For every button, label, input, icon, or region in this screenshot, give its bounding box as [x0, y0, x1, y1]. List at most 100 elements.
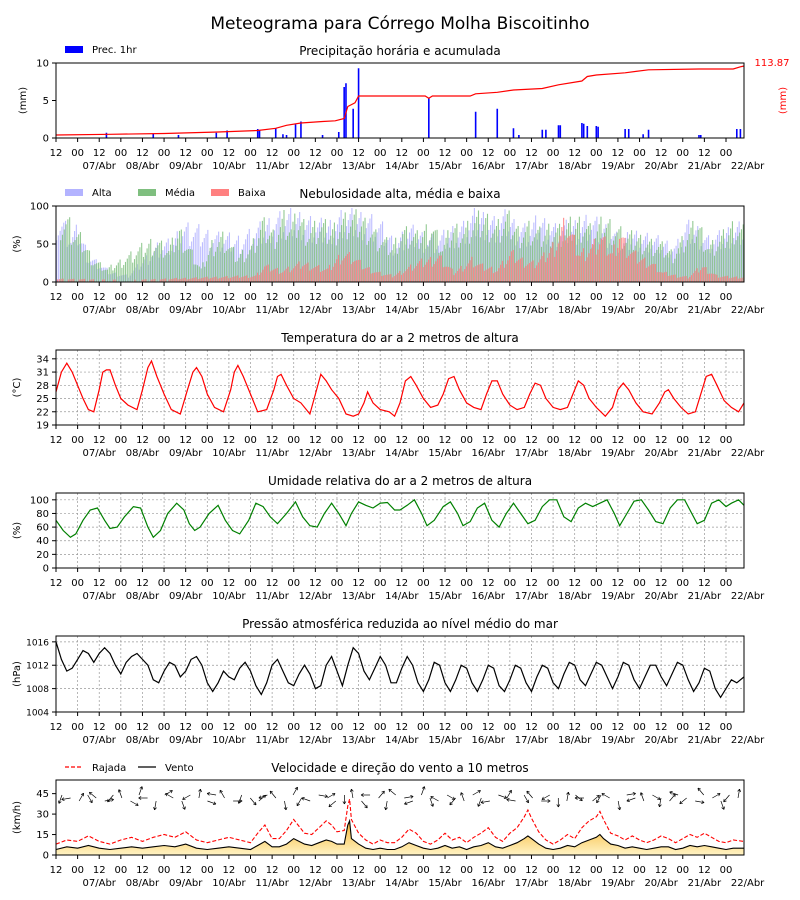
cloud-bar [208, 278, 210, 282]
cloud-bar [740, 229, 742, 282]
cloud-bar [473, 267, 475, 282]
cloud-bar [172, 278, 174, 282]
x-hour-label: 12 [50, 148, 63, 159]
cloud-bar [416, 230, 418, 282]
cloud-bar [649, 241, 651, 282]
cloud-bar [366, 267, 368, 282]
cloud-bar [272, 229, 274, 282]
wind-direction-arrow [361, 800, 368, 809]
cloud-bar [352, 262, 354, 282]
cloud-bar [434, 230, 436, 282]
precip-bar [518, 135, 520, 138]
x-hour-label: 00 [287, 148, 300, 159]
cloud-bar [555, 250, 557, 282]
precip-bar [343, 87, 345, 138]
cloud-bar [305, 263, 307, 282]
cloud-bar [624, 237, 626, 282]
x-hour-label: 00 [71, 578, 84, 589]
wind-arrow-head [679, 800, 683, 805]
cloud-bar [509, 256, 511, 282]
cloud-bar [294, 266, 296, 282]
cloud-bar [393, 276, 395, 282]
accum-line [55, 65, 745, 136]
cloud-bar [543, 252, 545, 282]
precip-bar [428, 97, 430, 138]
cloud-bar [177, 279, 179, 282]
x-hour-label: 12 [179, 722, 192, 733]
cloud-bar [290, 229, 292, 282]
x-hour-label: 00 [547, 865, 560, 876]
wind-arrow-head [477, 790, 481, 794]
wind-arrow-head [388, 788, 392, 793]
x-hour-label: 00 [158, 435, 171, 446]
cloud-bar [721, 276, 723, 282]
cloud-bar [183, 278, 185, 282]
y-tick-label: 0 [43, 134, 49, 145]
cloud-bar [674, 258, 676, 282]
cloud-bar [501, 235, 503, 282]
cloud-bar [301, 266, 304, 282]
cloud-bar [508, 210, 510, 282]
wind-arrow-head [449, 801, 453, 806]
cloud-bar [432, 231, 435, 282]
cloud-bar [658, 246, 660, 282]
cloud-bar [435, 261, 437, 282]
y-tick-label: 31 [36, 368, 49, 379]
y-axis-label: (hPa) [12, 661, 23, 687]
cloud-bar [346, 253, 349, 282]
x-hour-label: 00 [331, 148, 344, 159]
wind-direction-arrow [404, 796, 414, 799]
cloud-bar [681, 236, 683, 282]
wind-arrow-head [526, 790, 530, 795]
wind-direction-arrow [327, 793, 336, 799]
x-hour-label: 12 [93, 722, 106, 733]
cloud-bar [685, 276, 687, 282]
cloud-bar [326, 243, 328, 282]
x-hour-label: 12 [395, 148, 408, 159]
cloud-bar [192, 237, 194, 282]
cloud-bar [518, 259, 520, 282]
x-date-label: 11/Abr [255, 448, 289, 459]
x-hour-label: 12 [525, 722, 538, 733]
cloud-bar [420, 258, 422, 282]
cloud-bar [611, 253, 613, 282]
wind-arrow-head [541, 796, 545, 800]
x-date-label: 12/Abr [299, 878, 333, 889]
cloud-bar [291, 270, 293, 282]
cloud-bar [527, 264, 529, 282]
cloud-bar [240, 277, 242, 282]
cloud-bar [222, 231, 224, 282]
cloud-bar [364, 217, 366, 282]
cloud-bar [310, 269, 313, 282]
cloud-bar [730, 228, 732, 282]
wind-direction-arrow [78, 793, 84, 802]
cloud-bar [581, 252, 583, 282]
cloud-bar [61, 234, 64, 282]
cloud-bar [69, 279, 71, 282]
y-tick-label: 1008 [26, 685, 49, 695]
cloud-bar [370, 273, 372, 282]
cloud-bar [635, 250, 637, 282]
x-date-label: 08/Abr [126, 305, 160, 316]
cloud-bar [728, 278, 730, 282]
x-hour-label: 00 [503, 722, 516, 733]
cloud-bar [461, 238, 463, 282]
cloud-bar [733, 244, 735, 282]
x-hour-label: 00 [460, 865, 473, 876]
cloud-bar [204, 266, 206, 282]
x-hour-label: 00 [374, 148, 387, 159]
x-date-label: 21/Abr [688, 161, 722, 172]
cloud-bar [446, 266, 448, 282]
cloud-bar [205, 233, 207, 282]
x-hour-label: 00 [503, 578, 516, 589]
cloud-bar [636, 241, 638, 282]
x-hour-label: 12 [179, 148, 192, 159]
x-hour-label: 12 [93, 865, 106, 876]
cloud-bar [319, 271, 322, 282]
cloud-bar [519, 258, 521, 282]
cloud-bar [175, 245, 177, 282]
cloud-bar [726, 241, 728, 282]
cloud-bar [723, 276, 725, 282]
panel-title: Temperatura do ar a 2 metros de altura [280, 331, 519, 345]
x-hour-label: 12 [395, 435, 408, 446]
